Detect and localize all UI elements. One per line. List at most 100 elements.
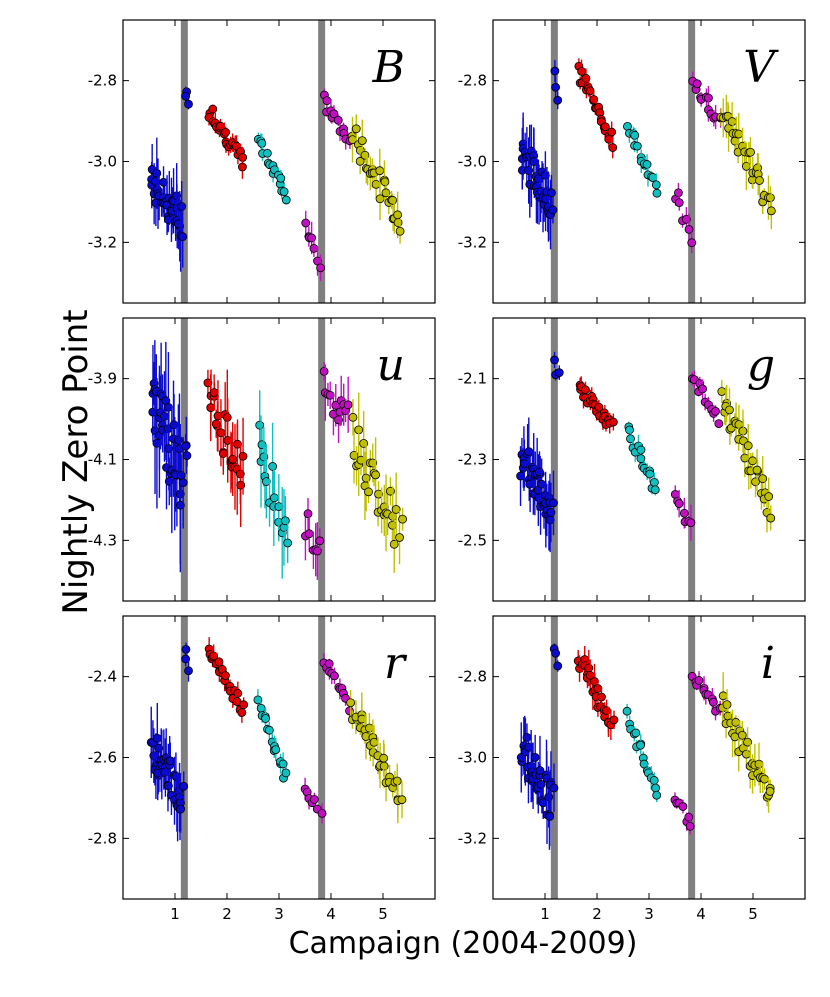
data-point [181,441,191,451]
x-axis-label: Campaign (2004-2009) [289,926,638,961]
x-tick-label: 1 [170,905,180,923]
data-point [357,136,367,146]
data-point [233,439,242,449]
data-point [351,124,361,134]
data-point [159,177,168,187]
data-point [264,725,274,735]
data-point [685,821,695,831]
data-point [374,489,383,499]
campaign-divider-1 [180,20,188,303]
series-campaign-1 [517,112,558,250]
data-point [679,508,689,518]
data-point [722,700,732,710]
y-tick-label: -2.8 [88,72,117,90]
data-point [766,206,776,216]
data-point [522,732,532,742]
series-campaign-5 [716,94,776,230]
data-point [329,109,339,119]
series-campaign-1-late [181,86,193,110]
data-point [674,499,684,509]
data-point [608,417,618,427]
filter-label-r: r [384,638,408,689]
data-point [577,66,586,76]
campaign-divider-1 [550,616,558,899]
series-campaign-2 [575,376,618,434]
data-point [593,684,603,693]
data-point [727,117,737,126]
y-tick-label: -3.0 [88,153,117,171]
data-point [221,671,230,681]
series-campaign-1-late [181,642,193,682]
data-point [718,691,728,701]
x-tick-label: 5 [378,905,388,923]
filter-label-B: B [372,42,405,93]
data-point [253,695,263,705]
data-point [304,529,314,539]
data-point [717,387,727,396]
data-point [642,160,652,169]
series-campaign-3 [623,122,662,198]
data-point [550,66,560,76]
data-point [650,477,659,487]
series-campaign-4 [319,362,353,443]
campaign-divider-2 [318,318,326,601]
y-tick-label: -2.5 [458,531,487,549]
data-point [388,520,397,530]
data-point [203,378,213,388]
data-point [165,756,175,766]
data-point [179,781,189,791]
y-tick-label: -3.9 [88,370,117,388]
data-point [343,400,353,410]
data-point [316,263,325,273]
campaign-divider-2 [318,616,326,899]
data-point [364,723,374,733]
data-point [652,188,662,198]
data-point [181,91,191,101]
series-campaign-1-late [549,643,563,672]
data-point [268,462,278,471]
data-point [597,692,606,702]
data-point [631,728,641,738]
data-point [375,194,385,204]
data-point [176,471,186,480]
data-point [731,717,741,727]
data-point [585,86,595,96]
series-campaign-5 [718,672,775,813]
plot-area-B [147,20,405,303]
campaign-divider-1 [180,616,188,899]
data-point [354,425,364,435]
data-point [547,188,556,198]
series-campaign-5 [348,392,407,573]
data-point [651,180,661,190]
y-tick-label: -4.3 [88,531,117,549]
data-point [636,454,646,463]
data-point [393,218,403,228]
data-point [238,162,247,172]
data-point [650,485,660,495]
series-campaign-3 [253,689,291,783]
data-point [737,730,747,740]
data-point [317,808,327,818]
data-point [764,492,774,501]
data-point [694,676,704,685]
data-point [371,470,381,480]
campaign-divider-2 [688,616,696,899]
series-campaign-2 [203,369,248,527]
data-point [632,141,642,151]
data-point [255,420,265,430]
series-campaign-1 [516,417,558,553]
data-point [256,703,266,713]
data-point [725,405,734,415]
data-point [678,802,688,811]
panel-g: -2.5 -2.3 -2.1 g [458,317,806,602]
series-campaign-1 [516,715,559,850]
data-point [553,95,563,105]
y-tick-label: -3.0 [458,153,487,171]
data-point [748,456,758,466]
series-campaign-1 [146,703,189,842]
x-tick-label: 4 [696,905,706,923]
data-point [602,706,611,716]
x-tick-label: 3 [644,905,654,923]
y-tick-label: -2.1 [458,370,487,388]
panel-V: -3.2 -3.0 -2.8 V [458,19,806,304]
